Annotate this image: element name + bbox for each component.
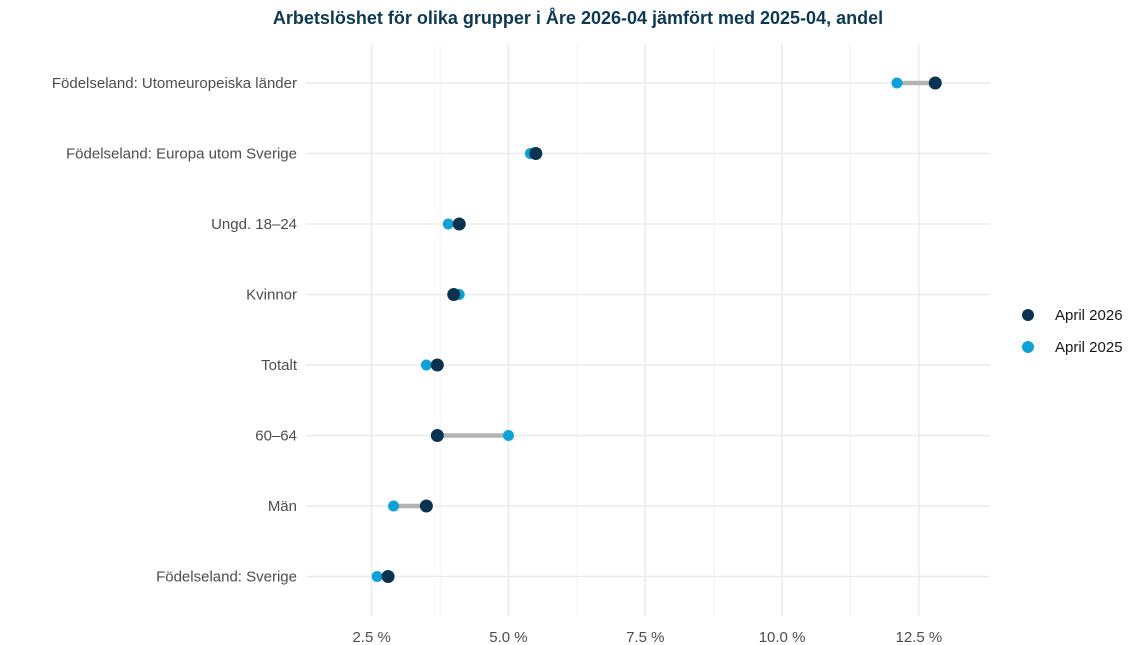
point-april-2026 — [529, 147, 543, 160]
point-april-2026 — [430, 429, 444, 442]
category-label: Födelseland: Utomeuropeiska länder — [52, 75, 297, 92]
point-april-2025 — [442, 218, 454, 230]
point-april-2026 — [452, 217, 466, 231]
legend: April 2026 April 2025 — [1022, 307, 1123, 356]
x-tick-label: 2.5 % — [352, 629, 390, 645]
category-labels: Födelseland: Utomeuropeiska länder Födels… — [52, 75, 298, 586]
legend-key — [1022, 309, 1034, 321]
point-layer — [371, 76, 942, 583]
point-april-2025 — [388, 500, 400, 512]
category-label: Ungd. 18–24 — [211, 216, 297, 233]
chart-title: Arbetslöshet för olika grupper i Åre 202… — [272, 8, 884, 28]
x-tick-label: 10.0 % — [759, 629, 806, 645]
point-april-2026 — [381, 570, 395, 583]
category-label: Födelseland: Europa utom Sverige — [66, 146, 297, 163]
point-april-2025 — [371, 571, 383, 582]
x-tick-label: 12.5 % — [896, 629, 943, 645]
legend-label: April 2026 — [1055, 307, 1123, 324]
point-april-2025 — [502, 430, 514, 441]
category-label: Kvinnor — [246, 287, 297, 304]
connector-layer — [377, 80, 936, 579]
legend-key — [1022, 341, 1034, 353]
point-april-2025 — [420, 359, 432, 371]
point-april-2026 — [419, 499, 433, 513]
point-april-2026 — [430, 358, 444, 372]
point-april-2026 — [447, 288, 461, 301]
point-april-2025 — [891, 77, 903, 89]
x-axis-tick-labels: 2.5 % 5.0 % 7.5 % 10.0 % 12.5 % — [352, 629, 942, 645]
category-label: Män — [268, 498, 297, 515]
category-label: 60–64 — [255, 428, 297, 445]
legend-label: April 2025 — [1055, 339, 1123, 356]
point-april-2026 — [928, 76, 942, 90]
grid-layer — [306, 44, 990, 616]
x-tick-label: 7.5 % — [626, 629, 664, 645]
category-label: Totalt — [261, 357, 298, 374]
x-tick-label: 5.0 % — [489, 629, 527, 645]
category-label: Födelseland: Sverige — [156, 569, 297, 586]
